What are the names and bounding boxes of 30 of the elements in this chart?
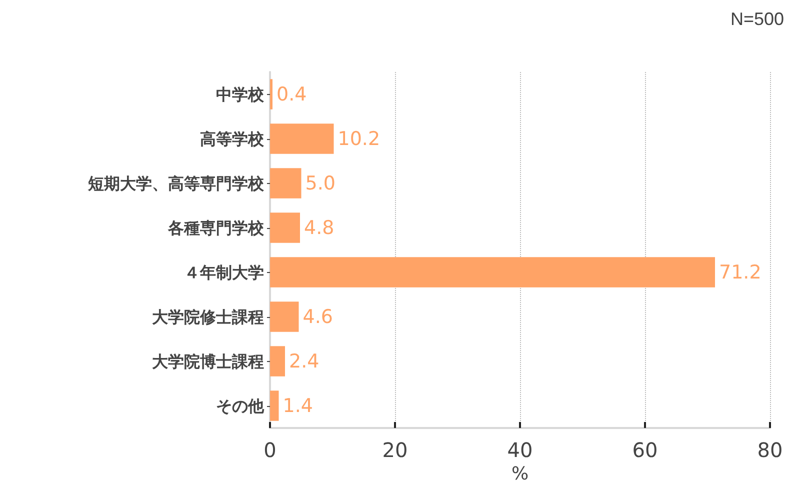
data-label: 0.4 [276,83,307,106]
x-tick-label: 40 [507,438,533,462]
y-tick-label: 短期大学、高等専門学校 [87,174,265,193]
text: N=500 [730,9,784,29]
y-tick-label: 大学院修士課程 [152,307,264,326]
bar [270,124,334,154]
bar [270,346,285,376]
bar [270,302,299,332]
bar [270,212,300,243]
data-label: 71.2 [719,261,762,284]
y-tick-label: その他 [216,396,265,416]
x-tick-label: 20 [382,438,408,462]
y-tick-label: 大学院博士課程 [152,352,264,371]
x-axis-title: % [511,463,529,484]
y-tick-label: 中学校 [216,84,265,104]
data-label: 5.0 [305,172,336,194]
data-label: 1.4 [282,394,313,417]
bar [270,168,302,198]
x-tick-label: 60 [632,438,658,462]
x-tick-label: 80 [757,438,783,462]
data-label: 2.4 [289,350,320,372]
y-tick-label: ４年制大学 [184,262,264,282]
x-tick-label: 0 [264,438,276,462]
data-label: 10.2 [338,128,380,150]
bar [270,257,715,288]
y-tick-label: 各種専門学校 [167,218,265,238]
bar [270,390,279,421]
data-label: 4.8 [304,216,334,239]
data-label: 4.6 [302,306,333,328]
y-tick-label: 高等学校 [200,129,265,148]
